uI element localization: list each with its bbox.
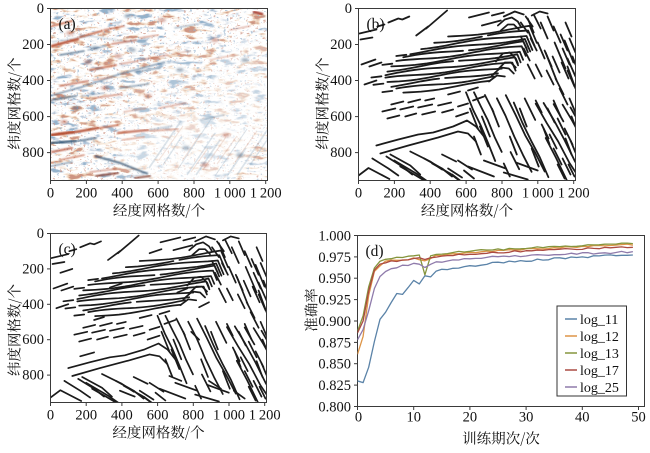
svg-text:(a): (a) bbox=[59, 16, 76, 33]
svg-text:10: 10 bbox=[406, 410, 421, 426]
svg-text:800: 800 bbox=[330, 145, 352, 161]
svg-text:0: 0 bbox=[37, 1, 44, 17]
svg-text:0: 0 bbox=[345, 1, 352, 17]
svg-text:(d): (d) bbox=[366, 243, 384, 260]
svg-text:200: 200 bbox=[384, 186, 406, 202]
svg-text:1 200: 1 200 bbox=[249, 408, 281, 424]
svg-text:800: 800 bbox=[22, 368, 44, 384]
svg-text:0.925: 0.925 bbox=[318, 293, 351, 309]
svg-text:0.950: 0.950 bbox=[318, 271, 351, 287]
svg-text:30: 30 bbox=[519, 410, 534, 426]
svg-text:1 200: 1 200 bbox=[250, 186, 282, 202]
svg-text:0.975: 0.975 bbox=[318, 250, 351, 266]
svg-text:0: 0 bbox=[47, 408, 54, 424]
svg-text:(b): (b) bbox=[367, 16, 385, 33]
svg-text:600: 600 bbox=[22, 332, 44, 348]
svg-text:200: 200 bbox=[22, 261, 44, 277]
svg-text:200: 200 bbox=[75, 408, 97, 424]
svg-text:0.900: 0.900 bbox=[318, 314, 351, 330]
svg-text:1 000: 1 000 bbox=[214, 186, 246, 202]
svg-text:log_13: log_13 bbox=[580, 347, 619, 362]
svg-text:1 000: 1 000 bbox=[213, 408, 245, 424]
svg-text:1 200: 1 200 bbox=[558, 186, 590, 202]
svg-text:log_17: log_17 bbox=[580, 364, 619, 379]
svg-text:0.875: 0.875 bbox=[318, 335, 351, 351]
svg-text:400: 400 bbox=[419, 186, 441, 202]
svg-text:40: 40 bbox=[575, 410, 590, 426]
svg-text:400: 400 bbox=[111, 408, 133, 424]
svg-text:0.800: 0.800 bbox=[318, 400, 351, 416]
svg-text:600: 600 bbox=[147, 186, 169, 202]
svg-text:0: 0 bbox=[355, 410, 362, 426]
svg-text:1 000: 1 000 bbox=[522, 186, 554, 202]
svg-text:0.850: 0.850 bbox=[318, 357, 351, 373]
svg-text:600: 600 bbox=[147, 408, 169, 424]
svg-text:800: 800 bbox=[182, 408, 204, 424]
svg-text:600: 600 bbox=[22, 109, 44, 125]
svg-text:800: 800 bbox=[22, 145, 44, 161]
svg-text:0: 0 bbox=[355, 186, 362, 202]
svg-text:(c): (c) bbox=[59, 241, 76, 258]
svg-text:log_25: log_25 bbox=[580, 381, 619, 396]
svg-text:800: 800 bbox=[183, 186, 205, 202]
svg-text:400: 400 bbox=[111, 186, 133, 202]
svg-text:200: 200 bbox=[76, 186, 98, 202]
svg-text:20: 20 bbox=[463, 410, 478, 426]
svg-text:200: 200 bbox=[330, 37, 352, 53]
svg-text:400: 400 bbox=[22, 297, 44, 313]
svg-text:800: 800 bbox=[491, 186, 513, 202]
svg-text:0: 0 bbox=[47, 186, 54, 202]
svg-text:50: 50 bbox=[631, 410, 646, 426]
svg-text:0.825: 0.825 bbox=[318, 378, 351, 394]
svg-text:600: 600 bbox=[330, 109, 352, 125]
svg-text:200: 200 bbox=[22, 37, 44, 53]
svg-text:log_11: log_11 bbox=[580, 313, 618, 328]
svg-text:400: 400 bbox=[22, 73, 44, 89]
svg-text:1.000: 1.000 bbox=[318, 229, 351, 245]
svg-text:600: 600 bbox=[455, 186, 477, 202]
svg-text:log_12: log_12 bbox=[580, 330, 619, 345]
svg-text:400: 400 bbox=[330, 73, 352, 89]
svg-text:0: 0 bbox=[37, 226, 44, 242]
